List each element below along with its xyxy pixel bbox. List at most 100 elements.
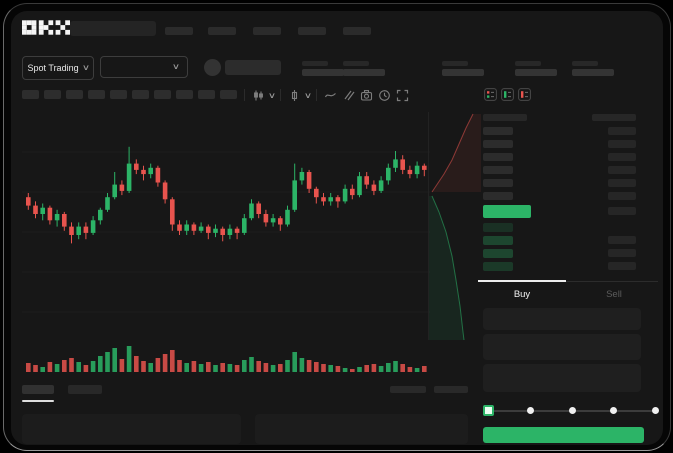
timeframe-button[interactable] [110, 90, 127, 99]
ask-price-placeholder[interactable] [483, 166, 513, 174]
depth-chart[interactable] [428, 112, 481, 340]
candlesticks [26, 146, 427, 244]
candle-style-icon[interactable] [288, 89, 301, 102]
buy-tab-indicator [478, 280, 566, 282]
nav-item-placeholder[interactable] [298, 27, 326, 35]
timeframe-button[interactable] [66, 90, 83, 99]
bid-amount-placeholder[interactable] [608, 262, 636, 270]
asks-depth-area [432, 114, 481, 192]
camera-icon[interactable] [360, 89, 373, 102]
toolbar-divider [280, 89, 281, 101]
ask-amount-placeholder[interactable] [608, 166, 636, 174]
compare-icon[interactable] [342, 89, 355, 102]
okx-logo [22, 20, 70, 35]
book-amount-header-placeholder [592, 114, 636, 121]
book-combined-icon[interactable] [484, 88, 497, 101]
bid-price-placeholder[interactable] [483, 236, 513, 245]
bids-depth-area [429, 196, 464, 340]
submit-order-button[interactable] [483, 427, 644, 443]
chevron-down-icon[interactable]: ∨ [267, 91, 277, 100]
chart-gridlines [22, 151, 430, 313]
bid-amount-placeholder[interactable] [608, 236, 636, 244]
orders-panel-placeholder [22, 414, 241, 444]
timeframe-button[interactable] [198, 90, 215, 99]
timeframe-button[interactable] [154, 90, 171, 99]
timeframe-button[interactable] [44, 90, 61, 99]
slider-stop[interactable] [568, 407, 576, 414]
toolbar-divider [244, 89, 245, 101]
search-input[interactable] [70, 21, 156, 36]
active-tab-underline [22, 400, 54, 402]
stat-label-placeholder [572, 61, 598, 66]
bid-price-placeholder[interactable] [483, 249, 513, 258]
ask-price-placeholder[interactable] [483, 192, 513, 200]
tab-buy[interactable]: Buy [478, 285, 566, 303]
bid-amount-placeholder[interactable] [608, 249, 636, 257]
nav-item-placeholder[interactable] [208, 27, 236, 35]
ask-amount-placeholder[interactable] [608, 140, 636, 148]
device-frame: Spot Trading ∨ ∨ ∨ ∨ [3, 3, 671, 451]
intervals-icon[interactable] [252, 89, 265, 102]
book-bids-icon[interactable] [501, 88, 514, 101]
total-field[interactable] [483, 364, 641, 392]
last-price-highlight[interactable] [483, 205, 531, 218]
nav-item-placeholder[interactable] [253, 27, 281, 35]
ask-price-placeholder[interactable] [483, 127, 513, 135]
amount-field[interactable] [483, 334, 641, 360]
volume-bars [26, 346, 427, 372]
bottom-tab-active[interactable] [22, 385, 54, 394]
bid-price-placeholder[interactable] [483, 262, 513, 271]
tab-sell[interactable]: Sell [570, 285, 658, 303]
history-panel-placeholder [255, 414, 468, 444]
price-field[interactable] [483, 308, 641, 330]
ask-price-placeholder[interactable] [483, 179, 513, 187]
bottom-tab[interactable] [68, 385, 102, 394]
nav-item-placeholder[interactable] [343, 27, 371, 35]
stat-value-placeholder [442, 69, 484, 76]
ask-amount-placeholder[interactable] [608, 127, 636, 135]
fullscreen-icon[interactable] [396, 89, 409, 102]
book-amount-placeholder [608, 207, 636, 215]
stat-label-placeholder [442, 61, 468, 66]
coin-avatar [204, 59, 221, 76]
stat-value-placeholder [515, 69, 557, 76]
pair-selector-dropdown[interactable]: ∨ [100, 56, 188, 78]
ask-amount-placeholder[interactable] [608, 179, 636, 187]
timeframe-button[interactable] [176, 90, 193, 99]
timeframe-button[interactable] [88, 90, 105, 99]
candlestick-chart[interactable] [22, 112, 430, 378]
stat-label-placeholder [343, 61, 369, 66]
okx-logo-glyph [22, 20, 70, 35]
ask-amount-placeholder[interactable] [608, 192, 636, 200]
pair-name-placeholder [225, 60, 281, 75]
stat-label-placeholder [302, 61, 328, 66]
stat-value-placeholder [302, 69, 344, 76]
bottom-action-placeholder[interactable] [390, 386, 426, 393]
tabs-divider [478, 281, 658, 282]
bottom-action-placeholder[interactable] [434, 386, 468, 393]
slider-handle[interactable] [483, 405, 494, 416]
slider-stop[interactable] [610, 407, 618, 414]
timeframe-button[interactable] [22, 90, 39, 99]
book-asks-icon[interactable] [518, 88, 531, 101]
line-tool-icon[interactable] [324, 89, 337, 102]
timeframe-button[interactable] [220, 90, 237, 99]
chevron-down-icon[interactable]: ∨ [303, 91, 313, 100]
nav-item-placeholder[interactable] [165, 27, 193, 35]
sell-tab-label: Sell [606, 288, 622, 300]
buy-tab-label: Buy [513, 288, 531, 300]
ask-price-placeholder[interactable] [483, 140, 513, 148]
chevron-down-icon: ∨ [171, 62, 181, 71]
toolbar-divider [316, 89, 317, 101]
timer-icon[interactable] [378, 89, 391, 102]
timeframe-button[interactable] [132, 90, 149, 99]
market-type-selector[interactable]: Spot Trading ∨ [22, 56, 94, 80]
slider-stop[interactable] [652, 407, 659, 414]
slider-stop[interactable] [526, 407, 534, 414]
stat-value-placeholder [343, 69, 385, 76]
ask-amount-placeholder[interactable] [608, 153, 636, 161]
bid-price-placeholder[interactable] [483, 223, 513, 232]
book-price-header-placeholder [483, 114, 527, 121]
ask-price-placeholder[interactable] [483, 153, 513, 161]
market-type-label: Spot Trading [27, 63, 79, 73]
